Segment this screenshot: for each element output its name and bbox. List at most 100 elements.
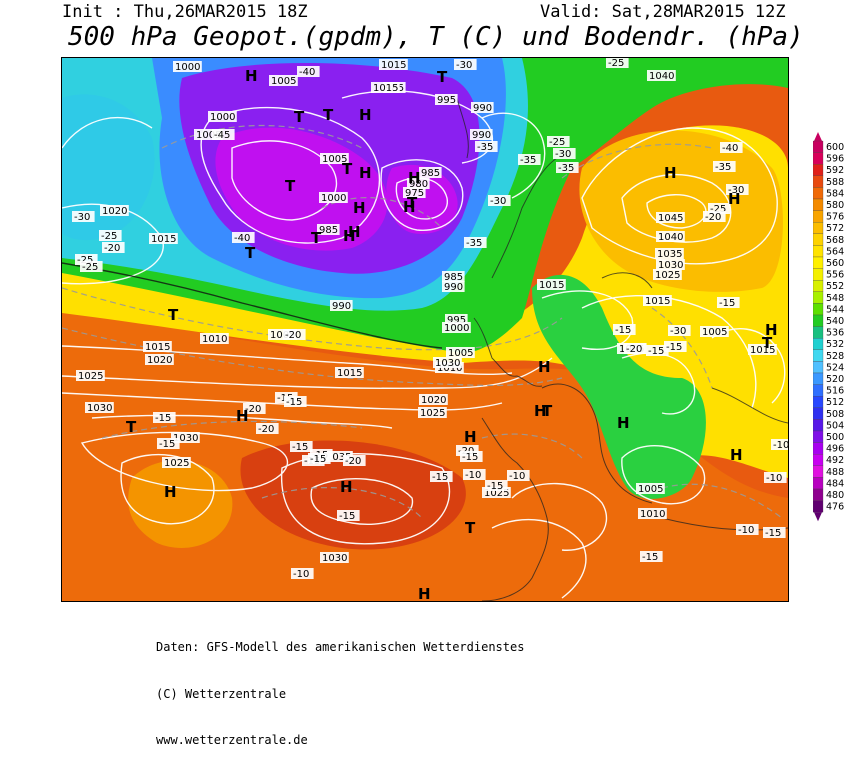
footer-website: www.wetterzentrale.de [156, 733, 308, 747]
isobar-label: 1025 [164, 458, 189, 469]
isotherm-label-bg [475, 141, 498, 152]
isotherm-label: -30 [555, 149, 571, 160]
legend-label: 500 [826, 432, 844, 443]
isobar-label: 1040 [649, 71, 674, 82]
field-green-trough [532, 274, 706, 499]
isobar-label-bg [317, 224, 340, 235]
isobar-label: 1015 [151, 234, 176, 245]
isotherm-label: -45 [214, 130, 230, 141]
isobar-label: 990 [472, 130, 491, 141]
isotherm-label: -25 [101, 231, 117, 242]
isotherm-label: -35 [558, 163, 574, 174]
isobar-label-bg [208, 111, 237, 122]
footer-credits: Daten: GFS-Modell des amerikanischen Wet… [156, 609, 524, 764]
isotherm-label: -25 [82, 262, 98, 273]
isobar-label-bg [419, 167, 442, 178]
legend-swatch [813, 140, 824, 153]
isotherm-label: -30 [456, 60, 472, 71]
legend-swatch [813, 210, 824, 223]
isobar-label: 1005 [448, 348, 473, 359]
isotherm-label: -10 [509, 471, 525, 482]
isobar-label: 990 [332, 301, 351, 312]
isotherm-label: -15 [292, 442, 308, 453]
isobar-label-bg [435, 94, 458, 105]
isotherm-label: -15 [648, 346, 664, 357]
isotherm-label-bg [291, 568, 314, 579]
isobar-label: 1000 [210, 112, 235, 123]
isobar-label-bg [268, 329, 297, 340]
isotherm-label-bg [668, 325, 691, 336]
isobar-label-bg [403, 187, 426, 198]
high-pressure-marker: H [418, 585, 431, 601]
field-cyan-nw [62, 94, 155, 241]
isobar-label: 1015 [645, 296, 670, 307]
isobar-label: 990 [473, 103, 492, 114]
legend-swatch [813, 372, 824, 385]
legend-label: 476 [826, 502, 844, 513]
legend-swatch [813, 222, 824, 234]
isobar-label: 1010 [202, 334, 227, 345]
isotherm-label-bg [454, 59, 477, 70]
isotherm-label-bg [99, 230, 122, 241]
low-pressure-marker: T [437, 68, 448, 86]
isotherm-label-bg [463, 469, 486, 480]
isotherm-label: -15 [719, 298, 735, 309]
isotherm-label: -15 [615, 325, 631, 336]
legend-swatch [813, 245, 824, 258]
high-pressure-marker: H [538, 358, 551, 376]
isobar-label-bg [85, 402, 114, 413]
isobar-label: 1005 [270, 330, 295, 341]
isobar-label-bg [149, 233, 178, 244]
legend-swatch [813, 291, 824, 304]
isotherm-label-bg [613, 324, 636, 335]
low-pressure-marker: T [323, 106, 334, 124]
high-pressure-marker: H [353, 199, 366, 217]
isotherm-label-bg [343, 455, 366, 466]
isotherm-label-bg [771, 439, 788, 450]
high-pressure-marker: H [464, 428, 477, 446]
isobar-label-bg [636, 483, 665, 494]
isobar-label-bg [335, 367, 364, 378]
low-pressure-marker: T [294, 108, 305, 126]
legend-swatch [813, 152, 824, 165]
legend-label: 580 [826, 200, 844, 211]
isotherm-label-bg [553, 148, 576, 159]
legend-swatch [813, 361, 824, 374]
legend-arrow-bottom [814, 512, 822, 522]
isobar-label-bg [471, 102, 494, 113]
isotherm-label-bg [547, 136, 570, 147]
legend-swatch [813, 256, 824, 269]
isotherm-label-bg [337, 510, 360, 521]
legend-swatch [813, 477, 824, 490]
isotherm-label: -25 [549, 137, 565, 148]
isobar-label-bg [145, 354, 174, 365]
legend-label: 532 [826, 339, 844, 350]
isobar-label-bg [330, 300, 353, 311]
isobar-label: 1000 [175, 62, 200, 73]
isotherm-label-bg [736, 524, 759, 535]
isotherm-label: -10 [766, 473, 782, 484]
legend-label: 544 [826, 304, 844, 315]
high-pressure-marker: H [617, 414, 630, 432]
isotherm-label-bg [624, 343, 647, 354]
legend-label: 540 [826, 316, 844, 327]
isobar-label-bg [269, 75, 298, 86]
isobar-label-bg [442, 281, 465, 292]
isobar-label: 975 [405, 188, 424, 199]
isobar-label: 1005 [322, 154, 347, 165]
legend-swatch [813, 419, 824, 432]
isotherm-label-bg [72, 211, 95, 222]
isobar-label-bg [320, 153, 349, 164]
isobar-label-bg [647, 70, 676, 81]
isotherm-label: -40 [299, 67, 315, 78]
isobar-label: 1015 [145, 342, 170, 353]
legend-swatch [813, 384, 824, 397]
legend-label: 592 [826, 165, 844, 176]
isobar-label-bg [419, 394, 448, 405]
legend-swatch [813, 314, 824, 327]
isotherm-label: -20 [345, 456, 361, 467]
legend-label: 560 [826, 258, 844, 269]
isotherm-label: -30 [490, 196, 506, 207]
legend-swatch [813, 465, 824, 478]
isotherm-label: -15 [642, 552, 658, 563]
